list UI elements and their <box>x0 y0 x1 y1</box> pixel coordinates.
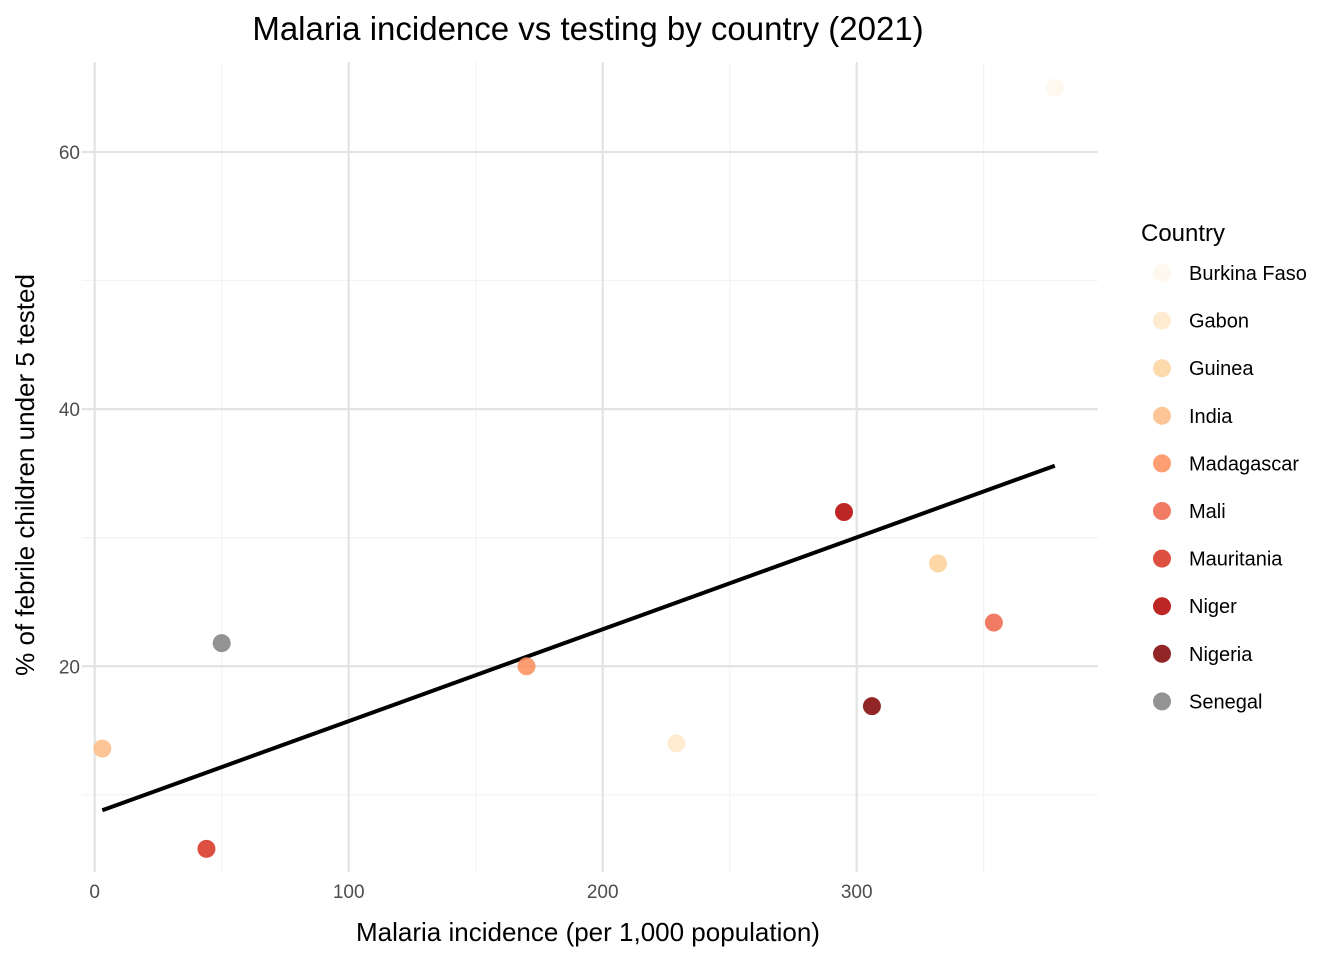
legend-label: Mauritania <box>1189 549 1283 571</box>
legend-key <box>1153 359 1171 378</box>
legend-key <box>1153 406 1171 425</box>
trendline-layer <box>101 463 1056 813</box>
legend-key <box>1153 311 1171 330</box>
legend-title: Country <box>1141 220 1225 247</box>
legend-key <box>1153 597 1171 616</box>
x-tick-label: 300 <box>841 882 873 903</box>
data-point <box>984 613 1003 632</box>
legend-items: Burkina Faso Gabon Guinea India Madagascar Ma… <box>1153 263 1307 713</box>
legend-key <box>1153 454 1171 473</box>
data-point <box>212 634 231 653</box>
y-axis-title: % of febrile children under 5 tested <box>10 274 40 676</box>
trendline <box>101 463 1056 813</box>
data-points <box>93 78 1064 858</box>
x-axis-ticks: 0 100 200 300 <box>89 882 872 903</box>
data-point <box>197 839 216 858</box>
legend-label: Gabon <box>1189 311 1249 333</box>
data-point <box>93 739 112 758</box>
y-tick-label: 60 <box>59 143 80 164</box>
y-tick-label: 40 <box>59 400 80 421</box>
legend-key <box>1153 502 1171 520</box>
legend-key <box>1153 692 1171 711</box>
legend-label: Guinea <box>1189 358 1254 380</box>
data-point <box>862 697 881 716</box>
major-gridlines <box>82 62 1098 872</box>
legend-key <box>1153 644 1171 663</box>
x-axis-title: Malaria incidence (per 1,000 population) <box>356 917 820 947</box>
legend-label: Nigeria <box>1189 644 1253 666</box>
legend-key <box>1153 549 1171 568</box>
legend-label: Mali <box>1189 501 1226 523</box>
legend-label: Niger <box>1189 596 1237 618</box>
x-tick-label: 200 <box>587 882 619 903</box>
legend-label: India <box>1189 406 1233 428</box>
minor-gridlines <box>82 62 1098 872</box>
chart-title: Malaria incidence vs testing by country … <box>252 10 923 47</box>
y-tick-label: 20 <box>59 657 80 678</box>
x-tick-label: 0 <box>89 882 100 903</box>
data-point <box>835 503 853 521</box>
legend-label: Senegal <box>1189 691 1262 713</box>
legend-label: Burkina Faso <box>1189 263 1307 285</box>
data-point <box>667 734 686 753</box>
y-axis-ticks: 20 40 60 <box>59 143 80 678</box>
data-point <box>517 657 536 676</box>
legend-key <box>1153 264 1171 282</box>
x-tick-label: 100 <box>333 882 365 903</box>
data-point <box>1045 78 1064 97</box>
data-point <box>928 554 947 573</box>
legend: Country Burkina Faso Gabon Guinea India Mada… <box>1141 220 1307 713</box>
legend-label: Madagascar <box>1189 453 1299 475</box>
